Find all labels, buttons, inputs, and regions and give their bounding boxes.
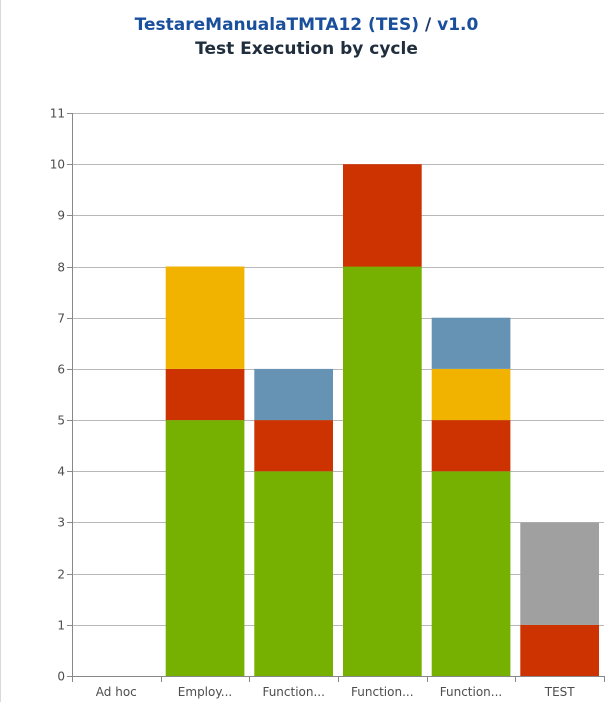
bar-segment[interactable] bbox=[431, 471, 511, 676]
x-tick-label: Function... bbox=[351, 685, 413, 699]
bar-segment[interactable] bbox=[343, 164, 422, 267]
bar-segment[interactable] bbox=[165, 420, 245, 676]
x-tick-labels: Ad hoc Employ... Function... Function... Fun… bbox=[96, 685, 575, 699]
left-border bbox=[0, 0, 1, 702]
chart-header: TestareManualaTMTA12 (TES) / v1.0 Test E… bbox=[0, 14, 613, 62]
y-tick-label: 9 bbox=[57, 209, 65, 223]
y-tick-label: 5 bbox=[57, 414, 65, 428]
title-separator: / bbox=[424, 15, 432, 35]
bar-segment[interactable] bbox=[165, 368, 245, 421]
x-tick-label: Employ... bbox=[178, 685, 232, 699]
bar-segment[interactable] bbox=[254, 420, 333, 472]
bar-segment[interactable] bbox=[343, 266, 422, 677]
bar-segment[interactable] bbox=[431, 368, 511, 421]
version-link[interactable]: v1.0 bbox=[437, 15, 479, 35]
bar-segment[interactable] bbox=[431, 317, 511, 369]
bar-segment[interactable] bbox=[431, 420, 511, 472]
project-link[interactable]: TestareManualaTMTA12 (TES) bbox=[134, 15, 420, 35]
axes bbox=[67, 113, 605, 682]
y-tick-label: 4 bbox=[57, 465, 65, 479]
chart-subtitle: Test Execution by cycle bbox=[195, 39, 418, 59]
y-tick-label: 7 bbox=[57, 312, 65, 326]
y-tick-label: 2 bbox=[57, 568, 65, 582]
grid-lines bbox=[72, 113, 604, 626]
y-tick-label: 3 bbox=[57, 516, 65, 530]
bar-segment[interactable] bbox=[520, 624, 599, 676]
bar-segments bbox=[165, 164, 599, 677]
y-tick-label: 1 bbox=[57, 619, 65, 633]
y-tick-label: 0 bbox=[57, 670, 65, 684]
bar-segment[interactable] bbox=[254, 471, 333, 676]
chart-title-line: TestareManualaTMTA12 (TES) / v1.0 bbox=[0, 14, 613, 36]
y-tick-label: 8 bbox=[57, 261, 65, 275]
y-tick-label: 10 bbox=[50, 158, 65, 172]
y-tick-label: 11 bbox=[50, 107, 65, 121]
y-tick-label: 6 bbox=[57, 363, 65, 377]
x-tick-label: Function... bbox=[262, 685, 324, 699]
y-tick-labels: 0 1 2 3 4 5 6 7 8 9 10 11 bbox=[50, 107, 65, 684]
x-tick-label: Ad hoc bbox=[96, 685, 137, 699]
bar-segment[interactable] bbox=[165, 266, 245, 369]
x-tick-label: TEST bbox=[544, 685, 576, 699]
bar-segment[interactable] bbox=[520, 522, 599, 625]
bar-segment[interactable] bbox=[254, 368, 333, 421]
x-tick-label: Function... bbox=[440, 685, 502, 699]
